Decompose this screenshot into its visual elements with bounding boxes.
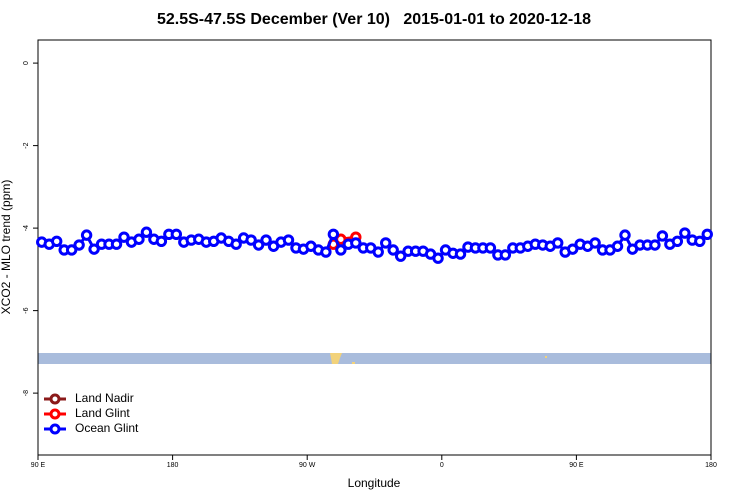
data-point: [245, 234, 257, 246]
data-point: [671, 235, 684, 248]
data-point: [252, 239, 265, 251]
data-point: [170, 228, 183, 240]
data-point: [320, 246, 332, 258]
data-point: [394, 250, 407, 262]
x-axis-label: Longitude: [348, 476, 401, 490]
y-tick-label: -4: [23, 225, 30, 231]
data-point: [552, 237, 564, 249]
data-point: [230, 238, 242, 250]
data-point: [679, 227, 691, 239]
data-point: [499, 249, 512, 261]
x-tick-label: 0: [440, 462, 444, 469]
x-tick-label: 90 E: [31, 462, 46, 469]
data-point: [611, 240, 624, 252]
data-point: [380, 237, 392, 249]
data-point: [454, 248, 467, 260]
data-point: [110, 238, 123, 250]
data-point: [694, 235, 706, 248]
data-point: [282, 234, 295, 246]
data-point: [649, 239, 661, 251]
data-point: [73, 239, 85, 251]
chart-title: 52.5S-47.5S December (Ver 10) 2015-01-01…: [157, 11, 591, 28]
data-point: [372, 246, 384, 258]
data-point: [133, 233, 145, 245]
legend-label: Ocean Glint: [75, 421, 139, 435]
data-point: [589, 237, 601, 249]
y-tick-label: -2: [23, 142, 30, 148]
data-point: [656, 230, 669, 242]
data-point: [260, 234, 272, 246]
data-point: [619, 229, 631, 241]
legend-marker: [49, 423, 61, 435]
data-point: [50, 235, 63, 248]
data-point: [80, 229, 93, 241]
data-point: [155, 235, 168, 248]
data-point: [484, 242, 497, 254]
legend-label: Land Nadir: [75, 391, 134, 405]
y-tick-label: -6: [23, 307, 30, 313]
data-point: [118, 231, 130, 243]
legend-label: Land Glint: [75, 406, 130, 420]
y-tick-label: 0: [23, 61, 30, 65]
x-tick-label: 90 W: [299, 462, 316, 469]
y-axis-label: XCO2 - MLO trend (ppm): [0, 180, 13, 315]
data-point: [432, 252, 444, 264]
data-point: [88, 243, 100, 255]
data-point: [566, 243, 579, 255]
data-point: [335, 244, 347, 256]
data-point: [140, 226, 153, 238]
data-point: [387, 244, 399, 256]
x-tick-label: 180: [167, 462, 179, 469]
plot-frame: [37, 39, 712, 456]
legend-marker: [49, 408, 61, 420]
data-point: [701, 228, 713, 240]
data-point: [327, 228, 340, 240]
x-tick-label: 180: [705, 462, 717, 469]
legend-marker: [49, 393, 61, 405]
data-point: [350, 237, 362, 249]
map-strip: [38, 353, 711, 364]
x-tick-label: 90 E: [569, 462, 584, 469]
data-point: [65, 244, 78, 256]
y-tick-label: -8: [23, 390, 30, 396]
